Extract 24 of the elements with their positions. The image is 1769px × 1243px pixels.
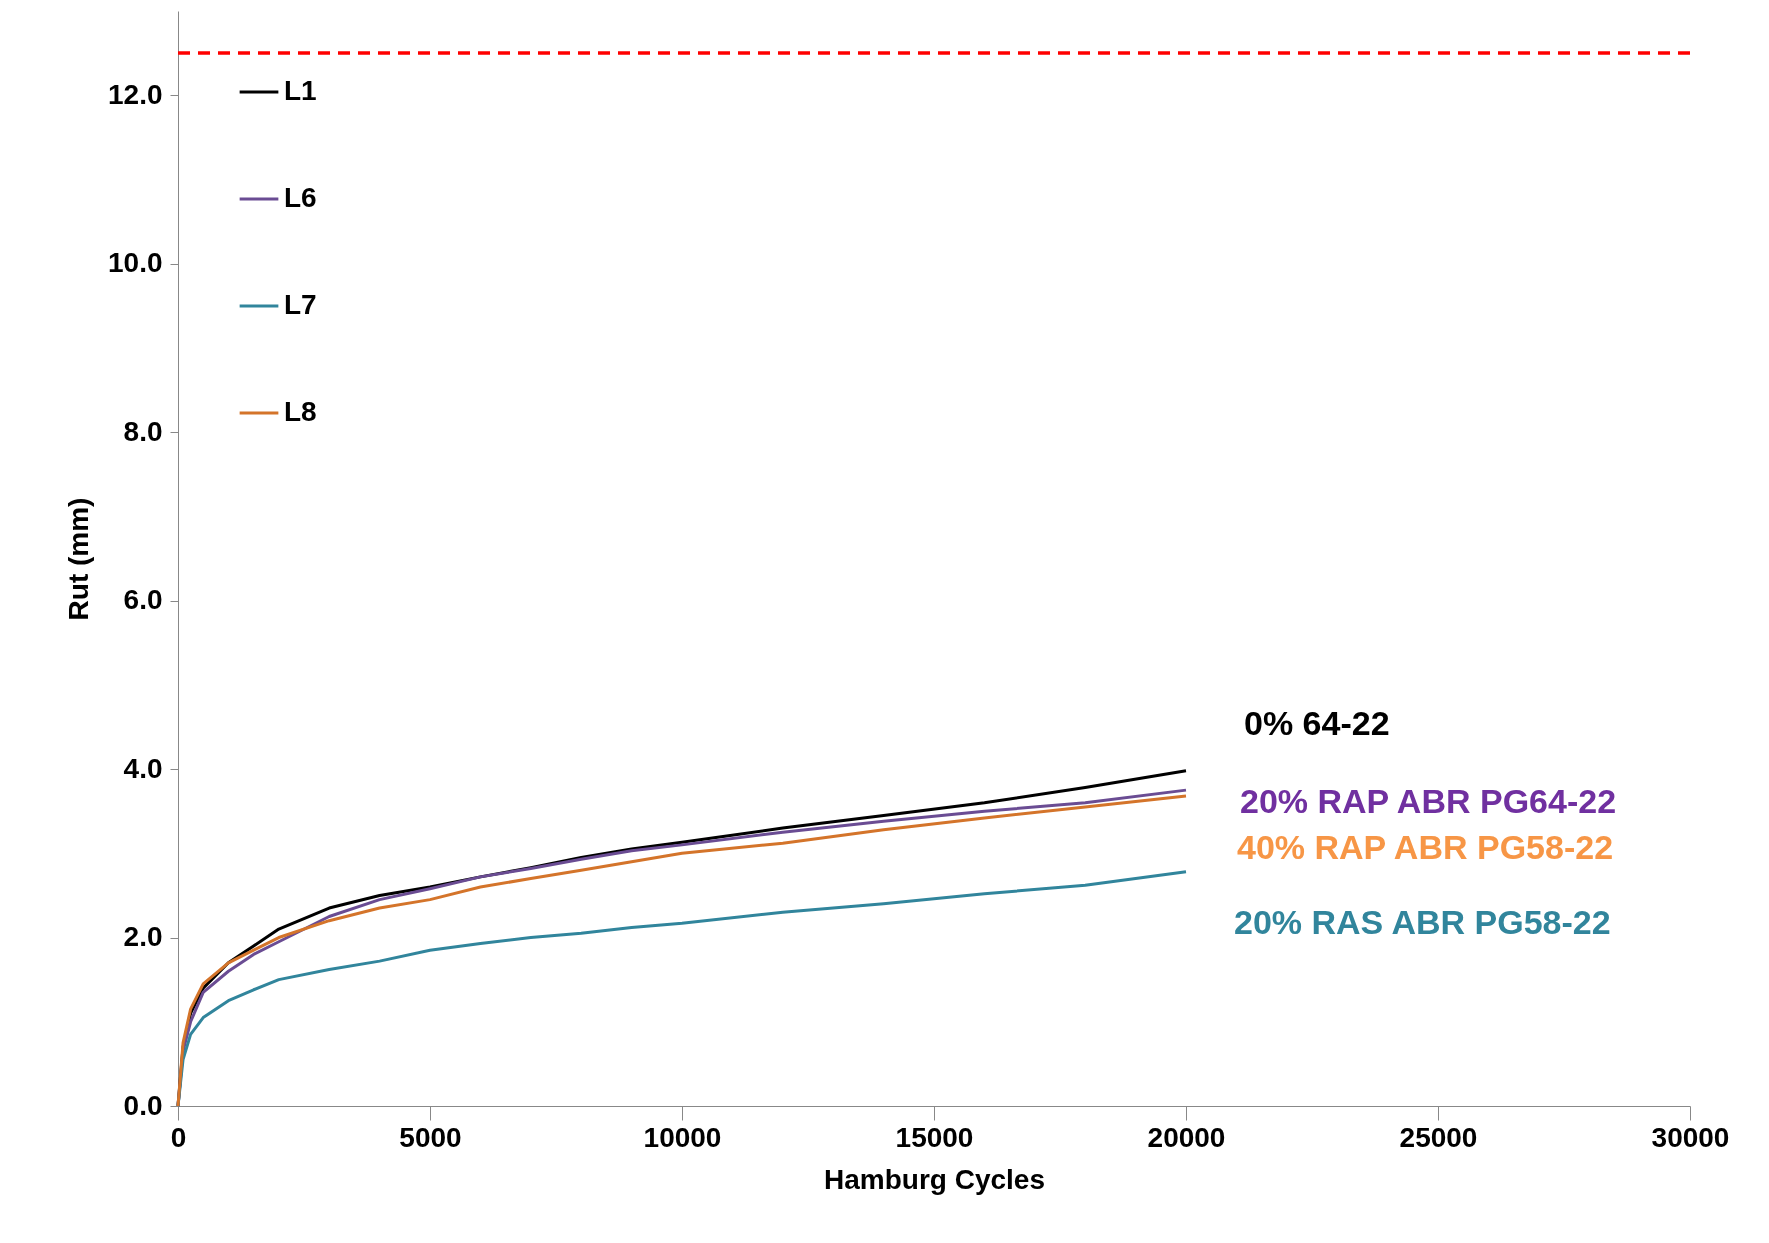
x-tick-label: 25000 (1399, 1121, 1478, 1153)
annotation: 20% RAP ABR PG64-22 (1240, 782, 1617, 820)
annotation: 20% RAS ABR PG58-22 (1234, 903, 1611, 941)
y-tick-label: 0.0 (123, 1089, 163, 1121)
annotation: 0% 64-22 (1244, 704, 1390, 742)
legend-label: L8 (284, 396, 317, 427)
y-tick-label: 4.0 (123, 752, 163, 784)
y-tick-label: 10.0 (108, 247, 163, 279)
x-tick-label: 15000 (895, 1121, 974, 1153)
annotation: 40% RAP ABR PG58-22 (1237, 828, 1614, 866)
y-tick-label: 2.0 (123, 921, 163, 953)
x-tick-label: 10000 (643, 1121, 722, 1153)
legend-label: L6 (284, 182, 317, 213)
y-axis-title: Rut (mm) (63, 497, 94, 621)
legend-label: L1 (284, 75, 317, 106)
x-tick-label: 5000 (399, 1121, 462, 1153)
y-tick-label: 8.0 (123, 415, 163, 447)
x-axis-title: Hamburg Cycles (824, 1163, 1045, 1195)
y-tick-label: 6.0 (123, 584, 163, 616)
x-tick-label: 0 (170, 1121, 187, 1153)
x-tick-label: 20000 (1147, 1121, 1226, 1153)
legend-label: L7 (284, 289, 317, 320)
x-tick-label: 30000 (1651, 1121, 1730, 1153)
y-tick-label: 12.0 (108, 78, 163, 110)
